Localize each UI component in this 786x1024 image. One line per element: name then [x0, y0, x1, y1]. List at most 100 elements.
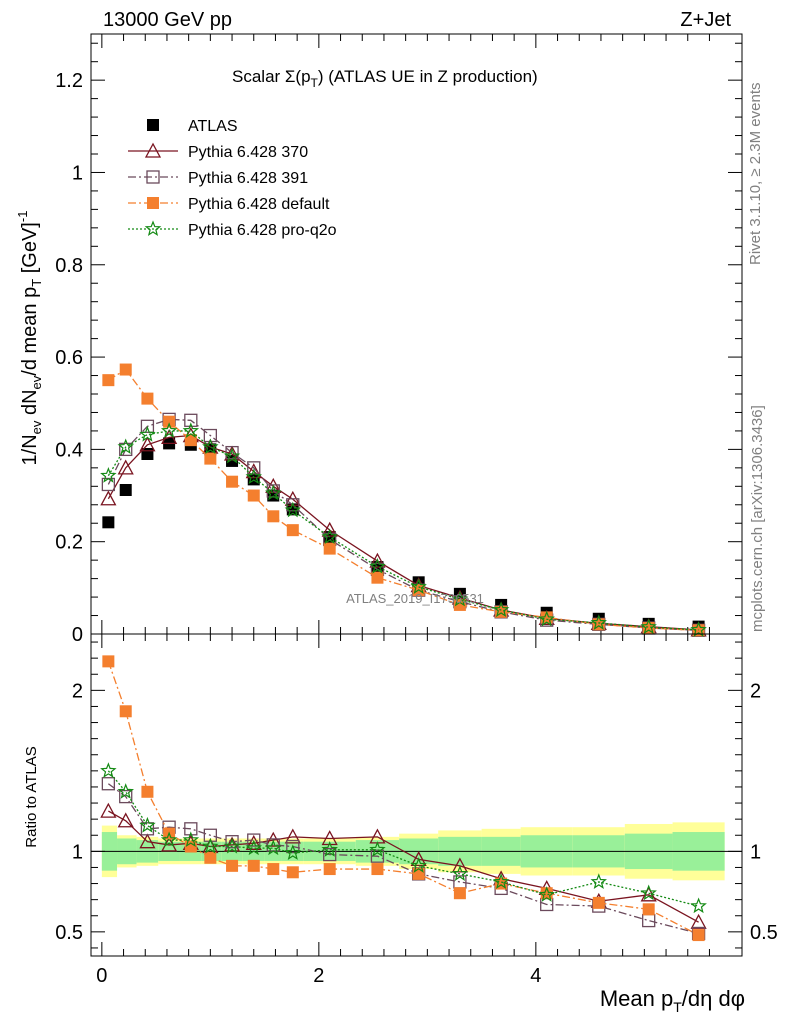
ratio-data-point: [247, 859, 260, 872]
mcplots-text: mcplots.cern.ch [arXiv:1306.3436]: [749, 405, 766, 632]
ratio-data-point: [117, 783, 135, 799]
ratio-plot-frame: [90, 633, 743, 957]
legend-label: Pythia 6.428 pro-q2o: [188, 222, 337, 239]
data-point: [204, 452, 217, 465]
ratio-uncertainty-bands: [91, 822, 742, 881]
data-point: [247, 489, 260, 502]
data-point: [321, 528, 338, 545]
data-point: [117, 459, 134, 475]
ratio-data-point: [160, 831, 178, 848]
ratio-data-point: [226, 859, 239, 872]
ratio-data-point: [202, 837, 219, 854]
x-axis-label: Mean pT/dη dφ: [600, 986, 745, 1015]
ratio-data-point: [265, 831, 282, 847]
main-y-tick-label: 0.6: [55, 347, 83, 369]
ratio-data-point: [410, 857, 427, 873]
ratio-data-point: [592, 896, 605, 909]
data-point: [139, 425, 156, 442]
legend-entry: Pythia 6.428 391: [128, 170, 308, 187]
data-point: [160, 422, 178, 438]
ratio-y-tick-label: 0.5: [55, 922, 83, 944]
legend-label: Pythia 6.428 391: [188, 170, 308, 187]
ratio-data-point: [184, 840, 197, 853]
data-point: [265, 484, 282, 501]
data-point: [223, 447, 241, 464]
ratio-data-point: [492, 873, 510, 889]
analysis-watermark: ATLAS_2019_I1736531: [346, 591, 484, 606]
legend: ATLAS Pythia 6.428 370 Pythia 6.428 391 Pyt…: [128, 118, 337, 239]
ratio-axis-ticks: 0 2 4 0.5 0.5 1 1 2 2: [55, 634, 778, 987]
ratio-data-point: [286, 839, 300, 854]
legend-label: ATLAS: [188, 118, 238, 135]
header-left: 13000 GeV pp: [103, 9, 232, 31]
ratio-data-point: [139, 816, 156, 833]
data-point: [102, 374, 115, 387]
ratio-data-point: [642, 903, 655, 916]
data-point: [140, 419, 155, 433]
ratio-data-point: [101, 777, 116, 791]
ratio-data-point: [640, 884, 657, 901]
ratio-data-point: [451, 865, 469, 881]
ratio-data-point: [284, 844, 302, 860]
ratio-series-line: [107, 770, 699, 907]
main-y-tick-label: 1.2: [55, 70, 83, 92]
data-point: [247, 461, 261, 475]
ratio-data-point: [247, 833, 261, 847]
legend-marker: [147, 119, 159, 131]
legend-marker: [144, 220, 162, 237]
ratio-y-tick-label-right: 1: [750, 841, 761, 863]
ratio-data-point: [119, 789, 133, 804]
data-point: [369, 552, 386, 568]
ratio-data-point: [119, 705, 132, 718]
legend-entry: ATLAS: [147, 118, 238, 135]
data-point: [640, 618, 657, 635]
legend-entry: Pythia 6.428 default: [128, 196, 330, 213]
data-point: [163, 415, 176, 428]
legend-marker: [146, 170, 160, 184]
ratio-data-point: [265, 839, 282, 856]
data-point: [321, 521, 338, 537]
main-y-tick-label: 0.4: [55, 439, 83, 461]
ratio-data-point: [321, 830, 338, 846]
data-point: [690, 621, 707, 637]
x-tick-label: 0: [96, 965, 107, 987]
data-point: [184, 434, 197, 447]
ratio-data-point: [117, 812, 134, 828]
ratio-data-point: [538, 886, 556, 902]
legend-marker: [147, 197, 159, 209]
data-point: [182, 422, 200, 438]
ratio-data-point: [451, 857, 468, 873]
data-point: [139, 436, 156, 452]
data-point: [371, 571, 384, 584]
header-right: Z+Jet: [680, 9, 731, 31]
chart-title: Scalar Σ(pT) (ATLAS UE in Z production): [232, 67, 538, 90]
data-point: [267, 510, 280, 523]
x-tick-label: 4: [530, 965, 541, 987]
data-point: [369, 557, 386, 574]
ratio-data-point: [453, 887, 466, 900]
ratio-data-point: [690, 897, 707, 914]
data-point: [226, 475, 239, 488]
data-point: [284, 501, 302, 518]
ratio-data-point: [204, 851, 217, 864]
ratio-data-point: [102, 655, 115, 668]
legend-entry: Pythia 6.428 370: [128, 142, 308, 161]
data-point: [323, 542, 336, 555]
legend-label: Pythia 6.428 370: [188, 144, 308, 161]
legend-label: Pythia 6.428 default: [188, 196, 330, 213]
data-point: [245, 468, 262, 485]
rivet-version-text: Rivet 3.1.10, ≥ 2.3M events: [747, 83, 764, 266]
data-point: [451, 590, 469, 607]
ratio-series-2: [102, 655, 705, 942]
data-point: [141, 392, 154, 405]
ratio-data-point: [370, 849, 385, 863]
data-point: [202, 438, 219, 455]
ratio-data-point: [286, 866, 299, 879]
data-point: [538, 610, 555, 627]
main-y-tick-label: 0: [72, 624, 83, 646]
ratio-data-point: [371, 863, 384, 876]
legend-marker: [144, 142, 162, 158]
ratio-data-point: [323, 847, 337, 862]
ratio-y-axis-label: Ratio to ATLAS: [23, 746, 40, 847]
main-y-tick-label: 1: [72, 162, 83, 184]
